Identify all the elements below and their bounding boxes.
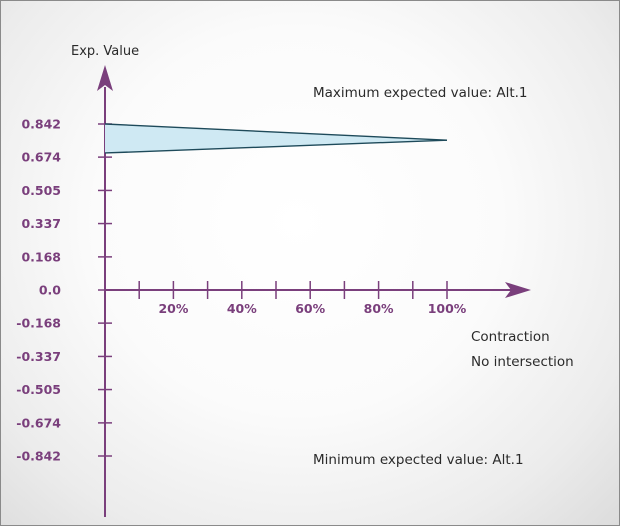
max-expected-value-label: Maximum expected value: Alt.1 [313,85,528,101]
x-axis-arrow [505,282,531,298]
lower-bound-line [104,139,448,154]
y-tick-label: 0.0 [39,283,61,298]
y-tick-label: 0.168 [21,249,61,264]
upper-bound-line [104,123,448,141]
y-tick-label: 0.842 [21,117,61,132]
x-tick-label: 80% [364,301,394,316]
x-ticks: 20% 40% 60% 80% 100% [138,281,467,316]
x-tick-label: 40% [227,301,257,316]
y-tick-label: -0.505 [16,382,61,397]
y-axis-title: Exp. Value [71,44,139,59]
y-tick-label: 0.337 [21,216,61,231]
y-tick-label: 0.505 [21,183,61,198]
x-tick-label: 100% [428,301,467,316]
y-tick-label: -0.337 [16,349,61,364]
y-tick-label: -0.842 [16,449,61,464]
y-tick-label: -0.168 [16,316,61,331]
series-layer [104,123,448,154]
y-tick-label: 0.674 [21,150,61,165]
y-tick-label: -0.674 [16,415,61,430]
expected-value-band [105,124,447,153]
min-expected-value-label: Minimum expected value: Alt.1 [313,452,524,468]
y-axis-arrow [97,65,113,91]
no-intersection-label: No intersection [471,354,574,370]
y-ticks: 0.842 0.674 0.505 0.337 0.168 0.0 -0.168 -0.337… [16,117,112,464]
x-tick-label: 20% [158,301,188,316]
x-tick-label: 60% [295,301,325,316]
contraction-label: Contraction [471,329,550,345]
